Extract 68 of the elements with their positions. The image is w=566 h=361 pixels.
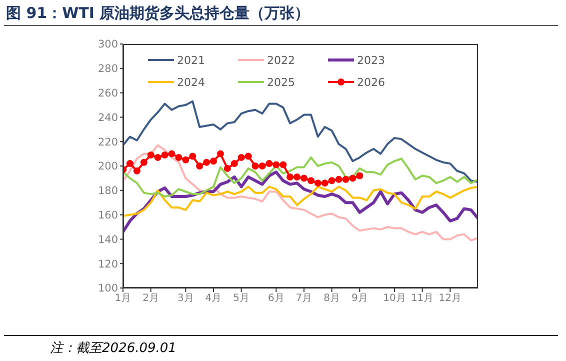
- point: [182, 156, 190, 164]
- point: [342, 176, 350, 183]
- point: [307, 177, 314, 184]
- y-tick-label: 200: [98, 160, 118, 173]
- x-tick-label: 4月: [205, 293, 222, 304]
- point: [216, 150, 224, 158]
- point: [175, 154, 182, 161]
- point: [147, 152, 154, 159]
- point: [252, 162, 259, 170]
- y-tick-label: 300: [98, 38, 118, 51]
- point: [161, 152, 168, 159]
- x-tick-label: 3月: [177, 293, 194, 304]
- y-tick-label: 280: [98, 63, 118, 76]
- point: [328, 177, 336, 184]
- point: [300, 174, 308, 182]
- text: 注：截至2026.09.01: [50, 340, 176, 357]
- point: [314, 180, 322, 187]
- y-tick-label: 140: [98, 234, 118, 246]
- point: [349, 174, 356, 182]
- x-tick-label: 11月: [410, 293, 434, 304]
- y-tick-label: 180: [98, 185, 118, 198]
- point: [272, 161, 280, 168]
- legend-label: 2025: [267, 76, 295, 88]
- x-tick-label: 10月: [383, 293, 406, 304]
- y-tick-label: 100: [98, 282, 118, 295]
- y-tick-label: 240: [98, 112, 118, 124]
- point: [196, 162, 204, 170]
- x-tick-label: 12月: [438, 293, 462, 304]
- x-tick-label: 8月: [324, 293, 340, 304]
- point: [258, 162, 266, 170]
- point: [168, 150, 176, 158]
- point: [203, 158, 210, 166]
- x-tick-label: 5月: [233, 293, 250, 304]
- point: [210, 158, 217, 165]
- point: [230, 160, 238, 168]
- point: [294, 173, 301, 180]
- y-tick-label: 260: [98, 88, 118, 100]
- line-series: [123, 144, 478, 242]
- point: [238, 154, 245, 161]
- point: [133, 167, 140, 174]
- point: [286, 173, 294, 180]
- chart-title: 图 91：WTI 原油期货多头总持仓量（万张）: [6, 4, 310, 23]
- legend-label: 2026: [357, 76, 385, 88]
- point: [280, 161, 287, 168]
- point: [266, 160, 273, 168]
- point: [224, 164, 231, 172]
- legend-label: 2023: [357, 54, 385, 66]
- point: [154, 154, 162, 161]
- x-tick-label: 1月: [114, 293, 132, 304]
- point: [126, 160, 134, 168]
- y-tick-label: 220: [98, 136, 118, 148]
- x-tick-label: 9月: [351, 293, 368, 304]
- point: [140, 158, 148, 166]
- point: [321, 180, 328, 187]
- legend-label: 2021: [177, 54, 205, 66]
- x-tick-label: 6月: [268, 293, 284, 304]
- point: [335, 176, 342, 183]
- point: [244, 152, 252, 160]
- legend-label: 2024: [177, 76, 205, 88]
- y-tick-label: 120: [98, 258, 118, 270]
- legend-label: 2022: [267, 54, 295, 66]
- x-tick-label: 2月: [142, 293, 160, 304]
- line-series: [123, 156, 478, 198]
- point: [189, 152, 196, 160]
- point: [356, 172, 364, 180]
- x-tick-label: 7月: [296, 293, 312, 304]
- line-series: [123, 100, 478, 183]
- y-tick-label: 160: [98, 210, 118, 222]
